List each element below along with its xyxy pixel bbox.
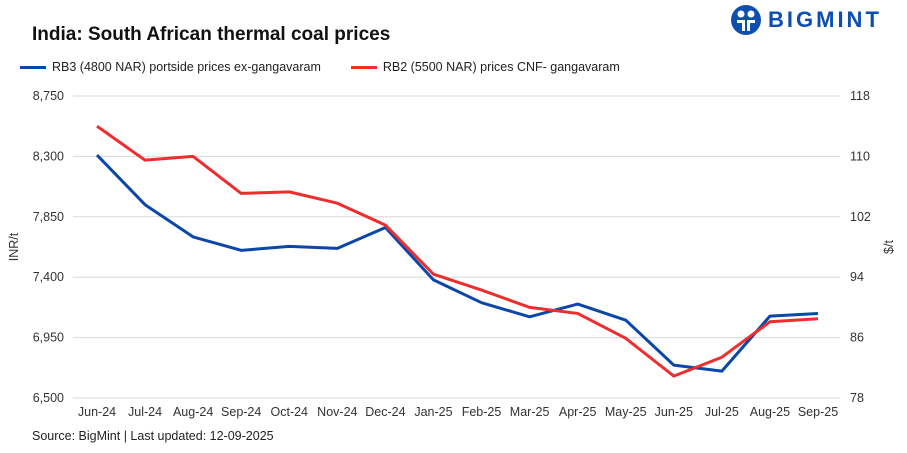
series-line-rb3 (95, 154, 819, 373)
legend-label: RB2 (5500 NAR) prices CNF- gangavaram (382, 60, 620, 74)
legend-item-rb2: RB2 (5500 NAR) prices CNF- gangavaram (350, 60, 620, 74)
x-tick-label: Apr-25 (559, 405, 597, 419)
series-line-rb2 (96, 124, 819, 378)
y-tick-label: 7,400 (33, 270, 64, 284)
y2-tick-label: 110 (850, 149, 870, 163)
x-tick-label: Mar-25 (510, 405, 550, 419)
logo-text: BIGMINT (768, 7, 882, 32)
x-tick-label: May-25 (605, 405, 647, 419)
x-tick-label: Dec-24 (365, 405, 405, 419)
y2-tick-label: 102 (850, 210, 871, 224)
bigmint-logo: BIGMINT (730, 4, 882, 36)
y2-axis-label: $/t (882, 240, 896, 254)
x-tick-label: Nov-24 (317, 405, 357, 419)
y-tick-label: 8,750 (33, 89, 64, 103)
y-tick-label: 8,300 (33, 149, 64, 163)
legend-label: RB3 (4800 NAR) portside prices ex-gangav… (52, 60, 321, 74)
y2-tick-label: 118 (850, 89, 870, 103)
y2-tick-label: 78 (850, 391, 864, 405)
bigmint-logo-icon (731, 5, 761, 35)
legend: RB3 (4800 NAR) portside prices ex-gangav… (20, 60, 620, 74)
y-tick-label: 6,950 (33, 331, 64, 345)
x-tick-label: Jun-24 (78, 405, 116, 419)
x-tick-label: Sep-25 (798, 405, 838, 419)
chart-title: India: South African thermal coal prices (32, 24, 391, 45)
y-tick-label: 7,850 (33, 210, 64, 224)
y-axis-label: INR/t (7, 232, 21, 261)
x-tick-label: Jul-24 (128, 405, 162, 419)
legend-item-rb3: RB3 (4800 NAR) portside prices ex-gangav… (20, 60, 321, 74)
y-tick-label: 6,500 (33, 391, 64, 405)
x-tick-label: Aug-24 (173, 405, 213, 419)
legend-swatch (20, 65, 46, 69)
x-tick-label: Oct-24 (271, 405, 309, 419)
x-tick-label: Jan-25 (414, 405, 452, 419)
y2-tick-label: 94 (850, 270, 864, 284)
x-tick-label: Feb-25 (462, 405, 502, 419)
source-note: Source: BigMint | Last updated: 12-09-20… (32, 429, 274, 443)
x-tick-label: Jun-25 (655, 405, 693, 419)
x-tick-label: Jul-25 (705, 405, 739, 419)
x-tick-label: Sep-24 (221, 405, 261, 419)
x-tick-label: Aug-25 (750, 405, 790, 419)
y2-tick-label: 86 (850, 331, 864, 345)
legend-swatch (350, 65, 377, 69)
